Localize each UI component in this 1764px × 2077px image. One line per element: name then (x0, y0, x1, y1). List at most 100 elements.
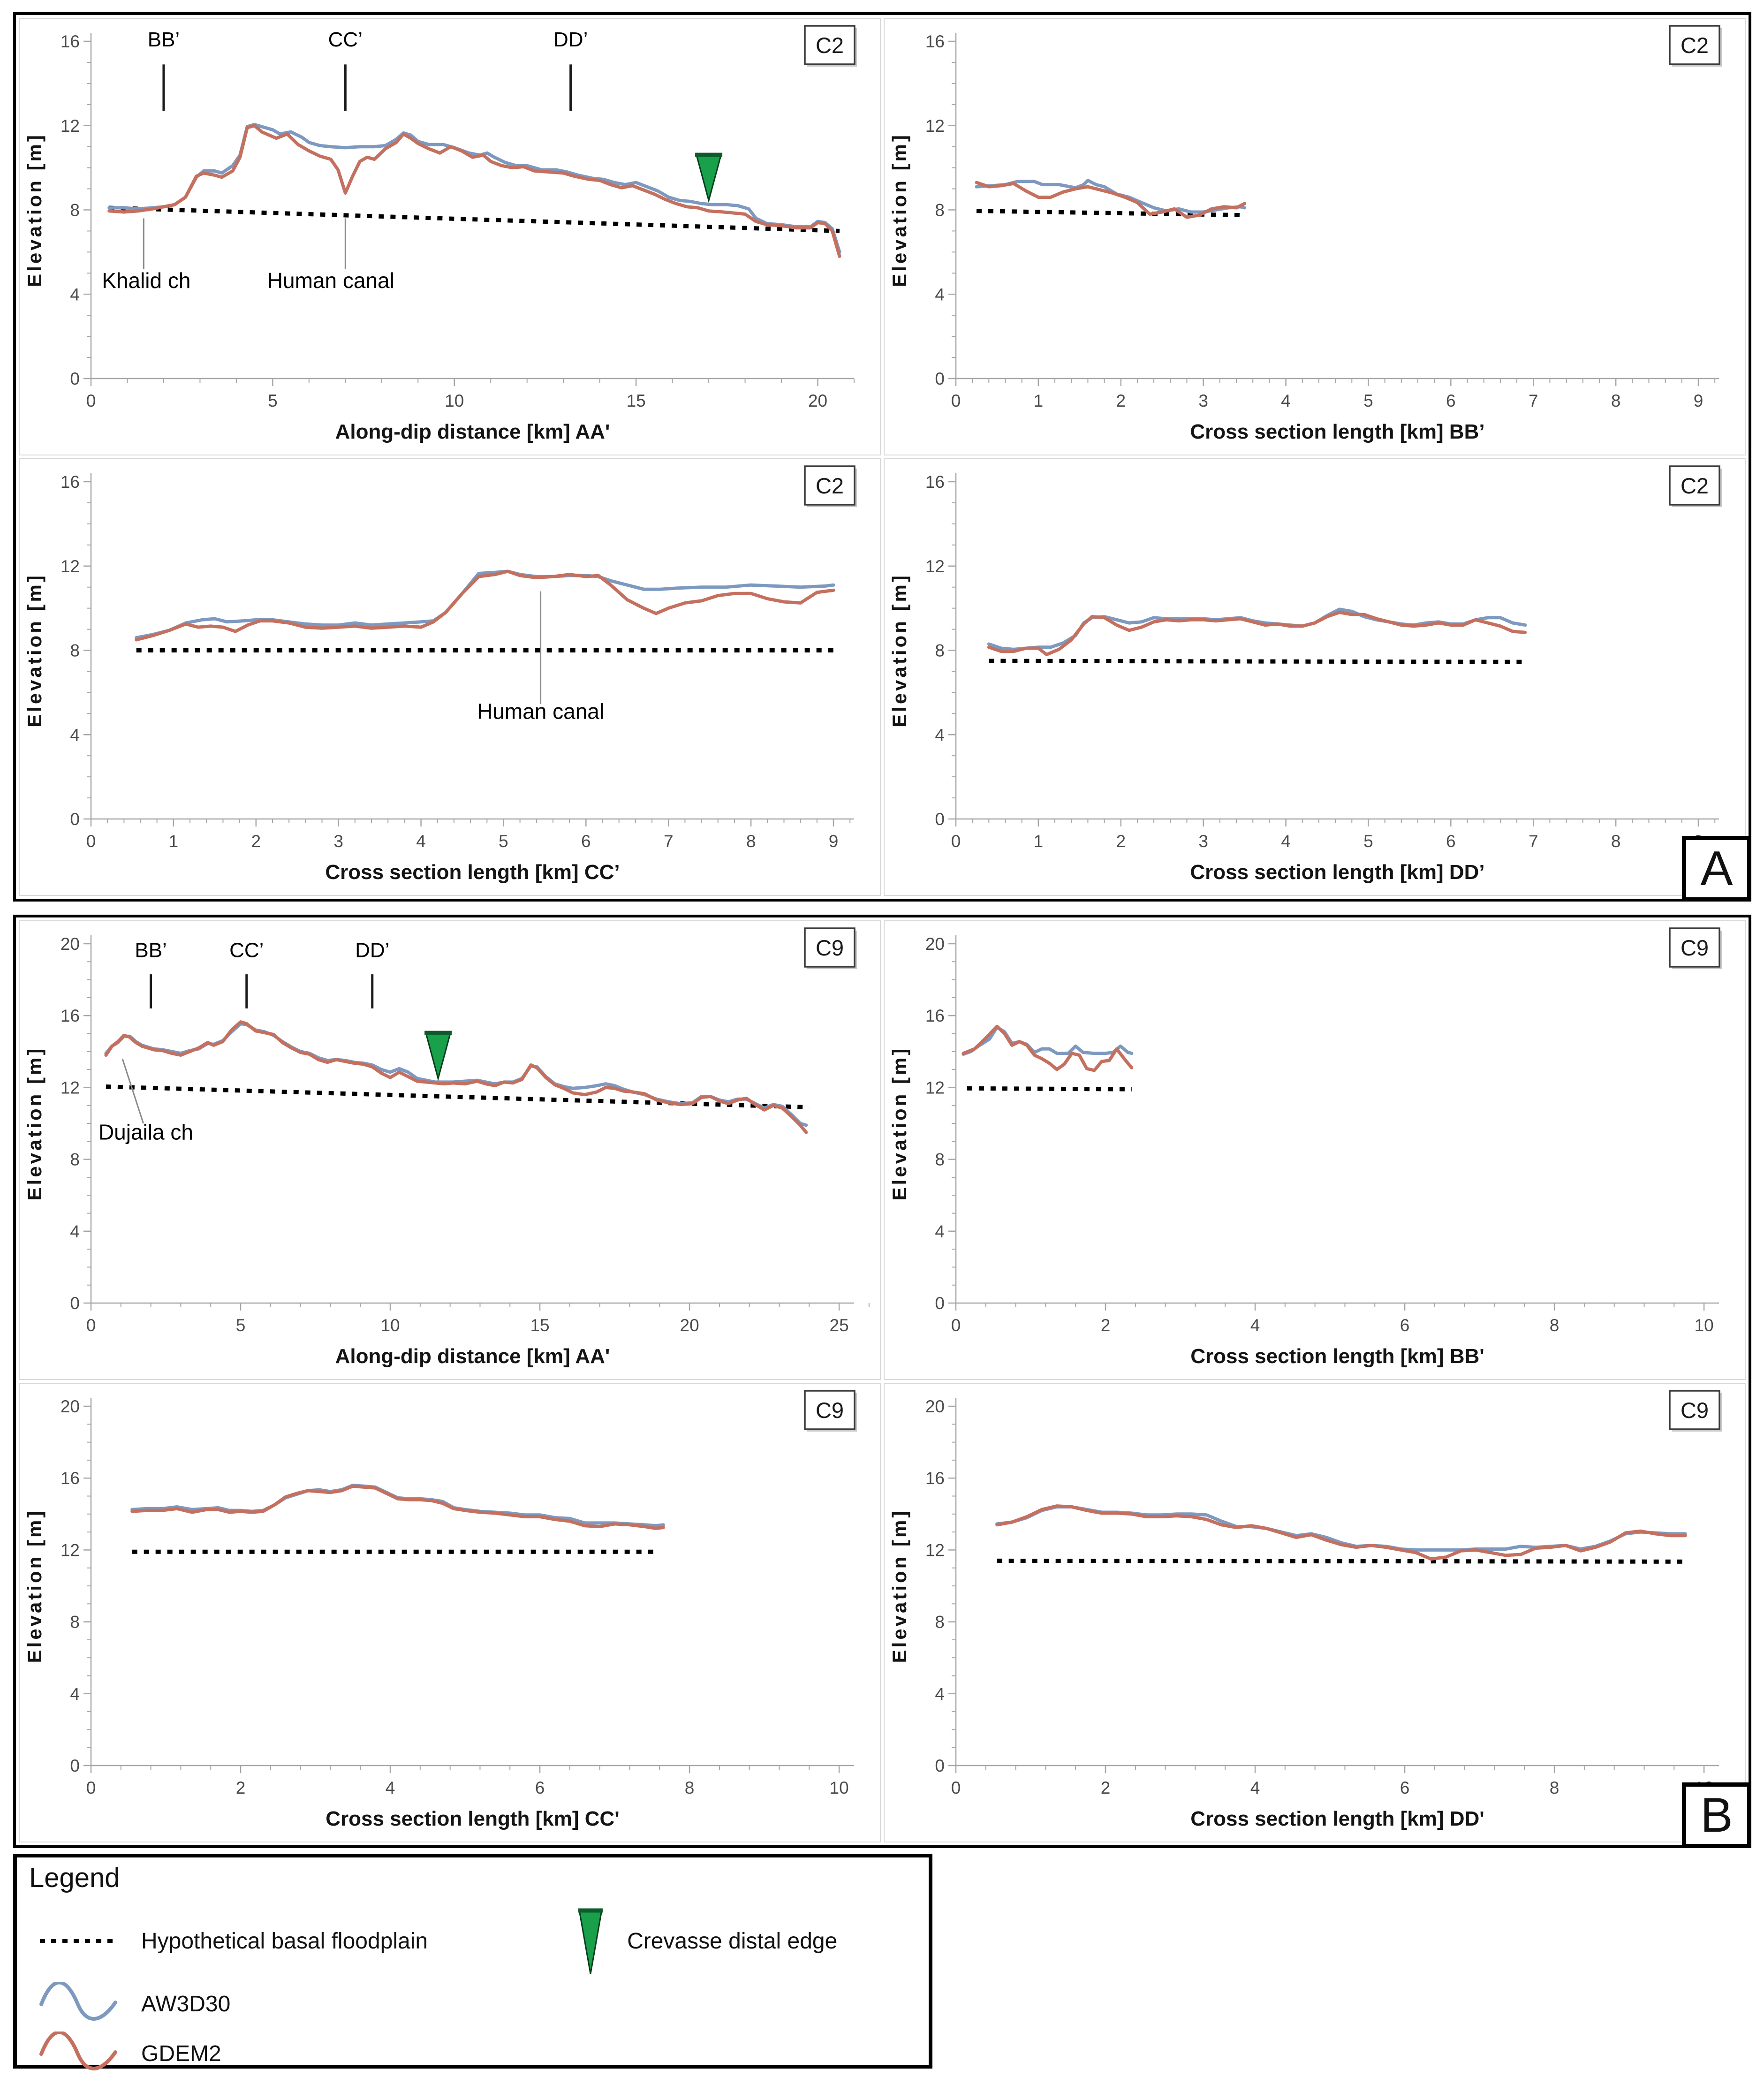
svg-text:Elevation [m]: Elevation [m] (888, 573, 910, 728)
svg-text:10: 10 (1695, 1316, 1714, 1335)
svg-text:0: 0 (86, 1778, 96, 1797)
svg-text:C2: C2 (1681, 473, 1709, 498)
svg-text:C9: C9 (816, 935, 844, 960)
svg-text:16: 16 (925, 472, 945, 492)
svg-text:4: 4 (70, 285, 80, 304)
svg-text:DD’: DD’ (553, 28, 588, 51)
svg-text:20: 20 (680, 1316, 699, 1335)
svg-text:4: 4 (416, 832, 426, 851)
svg-text:0: 0 (935, 1756, 945, 1775)
svg-text:0: 0 (935, 369, 945, 388)
svg-text:6: 6 (1400, 1778, 1410, 1797)
svg-text:1: 1 (1034, 832, 1044, 851)
svg-text:4: 4 (1281, 391, 1291, 410)
svg-text:Elevation [m]: Elevation [m] (23, 133, 45, 287)
svg-text:12: 12 (925, 1078, 945, 1097)
svg-text:0: 0 (951, 391, 961, 410)
svg-text:2: 2 (1101, 1778, 1111, 1797)
crevasse-triangle-icon (578, 1908, 603, 1974)
svg-text:3: 3 (333, 832, 343, 851)
svg-text:Human canal: Human canal (477, 699, 604, 724)
svg-text:CC’: CC’ (229, 939, 264, 962)
svg-text:2: 2 (1101, 1316, 1111, 1335)
svg-text:Cross section length [km] CC’: Cross section length [km] CC’ (325, 861, 620, 884)
gdem2-line-icon (39, 2031, 117, 2070)
panel-B: 0 5 10 15 20 25 0 4 8 12 16 20 Along-dip distance [k… (13, 915, 1751, 1848)
svg-text:12: 12 (925, 116, 945, 136)
svg-text:0: 0 (70, 810, 80, 829)
svg-text:Elevation [m]: Elevation [m] (888, 133, 910, 287)
chart-svg: 0 2 4 6 8 10 0 4 8 12 16 20 Cross section length [km… (888, 927, 1722, 1368)
svg-text:10: 10 (830, 1778, 849, 1797)
svg-text:0: 0 (951, 1316, 961, 1335)
svg-text:9: 9 (829, 832, 839, 851)
svg-text:4: 4 (70, 1684, 80, 1704)
svg-text:12: 12 (925, 1540, 945, 1560)
svg-text:CC’: CC’ (328, 28, 363, 51)
svg-text:8: 8 (1550, 1778, 1560, 1797)
chart-c9-cross-section-cc: 0 2 4 6 8 10 0 4 8 12 16 20 Cross section length [km… (19, 1383, 881, 1842)
svg-text:Cross section length [km] CC': Cross section length [km] CC' (326, 1807, 620, 1830)
chart-svg: 0 5 10 15 20 25 0 4 8 12 16 20 Along-dip distance [k… (23, 927, 870, 1368)
svg-text:Khalid ch: Khalid ch (102, 268, 190, 293)
svg-text:Cross section length [km] BB’: Cross section length [km] BB’ (1190, 420, 1484, 443)
svg-text:16: 16 (61, 1469, 80, 1488)
svg-text:8: 8 (70, 1150, 80, 1169)
svg-text:4: 4 (935, 285, 945, 304)
svg-text:16: 16 (925, 1006, 945, 1025)
svg-text:8: 8 (935, 1150, 945, 1169)
panel-B-grid: 0 5 10 15 20 25 0 4 8 12 16 20 Along-dip distance [k… (16, 917, 1749, 1845)
svg-text:Elevation [m]: Elevation [m] (23, 1046, 45, 1201)
svg-text:25: 25 (830, 1316, 849, 1335)
svg-text:16: 16 (925, 32, 945, 51)
svg-text:20: 20 (925, 1397, 945, 1416)
svg-text:20: 20 (925, 934, 945, 954)
svg-text:0: 0 (70, 1756, 80, 1775)
svg-text:20: 20 (61, 934, 80, 954)
chart-c2-along-dip-aa: 0 5 10 15 20 0 4 8 12 16 Along-dip distance [km] A… (19, 18, 881, 455)
svg-text:4: 4 (1250, 1778, 1260, 1797)
svg-text:0: 0 (935, 810, 945, 829)
chart-c2-cross-section-cc: 0 1 2 3 4 5 6 7 8 9 0 4 8 12 16 Cross section length [k… (19, 458, 881, 896)
svg-text:8: 8 (685, 1778, 695, 1797)
svg-text:20: 20 (61, 1397, 80, 1416)
svg-text:Cross section length [km] DD’: Cross section length [km] DD’ (1190, 861, 1484, 884)
svg-text:C9: C9 (816, 1398, 844, 1423)
svg-text:0: 0 (70, 369, 80, 388)
svg-text:8: 8 (70, 641, 80, 660)
legend-box: Legend Hypothetical basal floodplain Cre… (13, 1854, 932, 2070)
legend-row-basal-floodplain: Hypothetical basal floodplain Crevasse d… (38, 1908, 837, 1974)
svg-text:Dujaila ch: Dujaila ch (98, 1120, 193, 1144)
panel-A: 0 5 10 15 20 0 4 8 12 16 Along-dip distance [km] A… (13, 12, 1751, 902)
svg-text:Elevation [m]: Elevation [m] (23, 1509, 45, 1663)
svg-text:8: 8 (935, 1613, 945, 1632)
svg-text:8: 8 (1550, 1316, 1560, 1335)
svg-text:Along-dip distance [km] AA': Along-dip distance [km] AA' (335, 420, 610, 443)
svg-text:8: 8 (935, 201, 945, 220)
chart-c9-along-dip-aa: 0 5 10 15 20 25 0 4 8 12 16 20 Along-dip distance [k… (19, 920, 881, 1380)
svg-text:10: 10 (445, 391, 464, 410)
svg-text:8: 8 (935, 641, 945, 660)
svg-text:15: 15 (627, 391, 646, 410)
svg-text:BB’: BB’ (135, 939, 167, 962)
legend-row-aw3d30: AW3D30 (38, 1980, 230, 2027)
svg-text:2: 2 (251, 832, 261, 851)
svg-text:2: 2 (1116, 832, 1126, 851)
svg-text:Along-dip distance [km] AA': Along-dip distance [km] AA' (335, 1345, 610, 1368)
legend-label-aw3d30: AW3D30 (141, 1991, 231, 2016)
svg-text:C9: C9 (1681, 1398, 1709, 1423)
chart-svg: 0 2 4 6 8 10 0 4 8 12 16 20 Cross section length [km… (23, 1390, 857, 1830)
svg-text:0: 0 (86, 832, 96, 851)
svg-text:1: 1 (169, 832, 179, 851)
svg-text:6: 6 (581, 832, 591, 851)
svg-text:Elevation [m]: Elevation [m] (888, 1046, 910, 1201)
svg-text:5: 5 (268, 391, 278, 410)
svg-text:4: 4 (935, 1684, 945, 1704)
dashed-line-icon (40, 1939, 117, 1943)
